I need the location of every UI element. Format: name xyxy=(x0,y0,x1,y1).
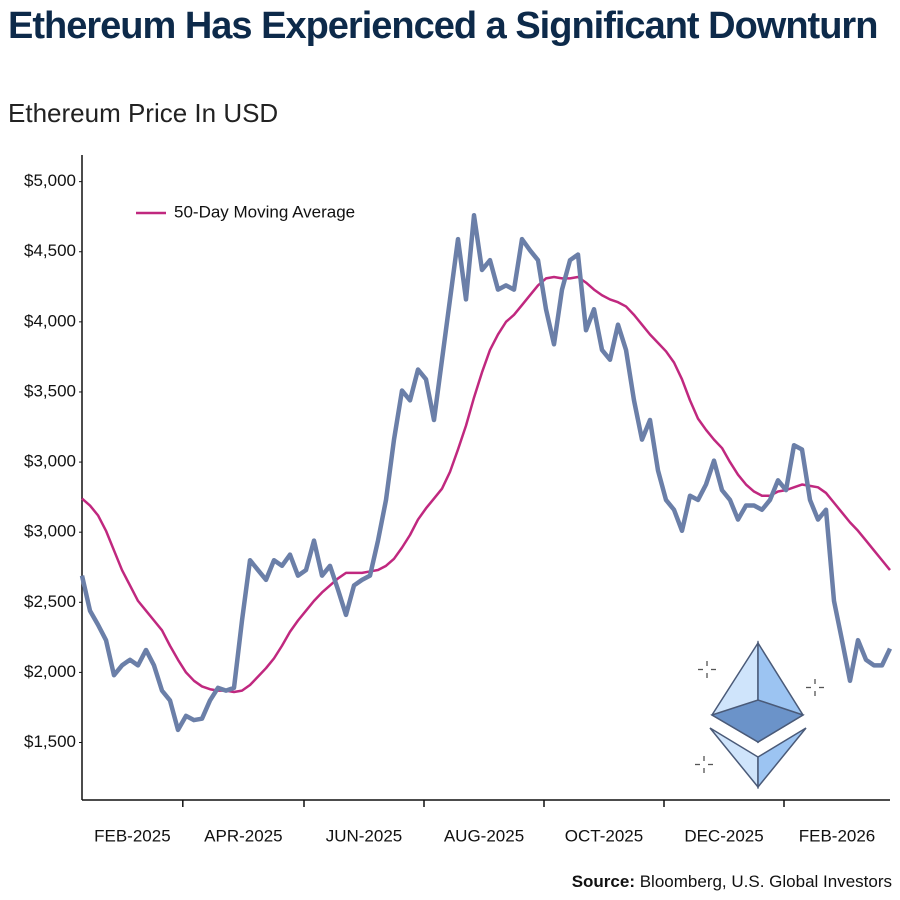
y-tick-label: $4,500 xyxy=(24,241,76,260)
x-tick-label: OCT-2025 xyxy=(565,826,643,845)
x-tick-label: AUG-2025 xyxy=(444,826,524,845)
y-tick-label: $3,000 xyxy=(24,452,76,471)
series-line xyxy=(81,275,891,694)
chart-subtitle: Ethereum Price In USD xyxy=(8,98,279,128)
x-tick-label: DEC-2025 xyxy=(684,826,763,845)
series-line xyxy=(79,213,893,733)
x-tick-label: FEB-2026 xyxy=(799,826,876,845)
source-label: Source: xyxy=(572,872,635,891)
legend-label: 50-Day Moving Average xyxy=(174,202,355,221)
x-tick-label: APR-2025 xyxy=(204,826,282,845)
y-tick-label: $3,500 xyxy=(24,381,76,400)
x-tick-label: FEB-2025 xyxy=(94,826,171,845)
x-tick-label: JUN-2025 xyxy=(326,826,403,845)
y-tick-label: $2,500 xyxy=(24,592,76,611)
y-tick-label: $5,000 xyxy=(24,171,76,190)
y-tick-label: $1,500 xyxy=(24,732,76,751)
source: Source: Bloomberg, U.S. Global Investors xyxy=(572,872,892,891)
source-text: Bloomberg, U.S. Global Investors xyxy=(640,872,892,891)
y-tick-label: $2,000 xyxy=(24,662,76,681)
ethereum-logo xyxy=(695,640,824,790)
y-tick-label: $4,000 xyxy=(24,311,76,330)
y-tick-label: $3,000 xyxy=(24,522,76,541)
chart-title: Ethereum Has Experienced a Significant D… xyxy=(8,5,878,47)
